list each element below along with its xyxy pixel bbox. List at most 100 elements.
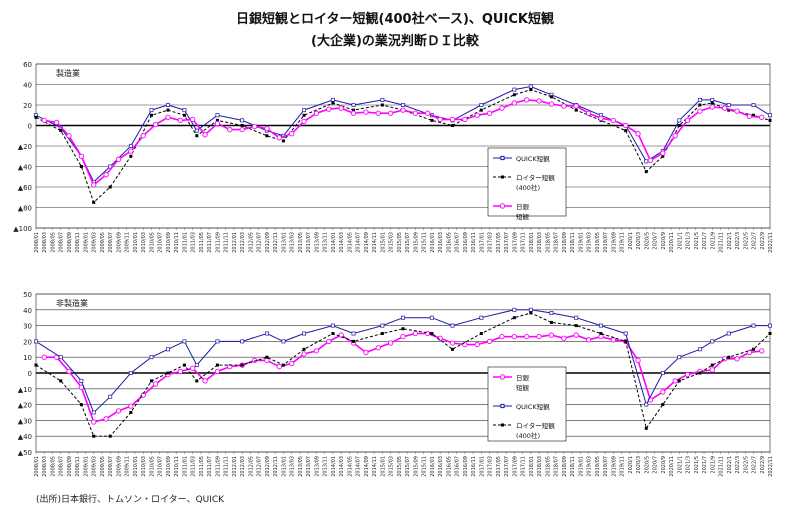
x-tick-label: 2009/01 [83, 232, 89, 253]
y-tick-label: ▲40 [18, 433, 32, 441]
x-tick-label: 2016/01 [430, 456, 436, 477]
legend-label: 日銀 [516, 373, 530, 382]
data-point [375, 345, 381, 351]
data-point [330, 323, 335, 328]
data-point [380, 97, 385, 102]
data-point [289, 131, 295, 137]
data-point [330, 97, 335, 102]
data-point [710, 339, 715, 344]
data-point [265, 134, 269, 138]
data-point [734, 356, 740, 362]
data-point [352, 108, 356, 112]
data-point [511, 334, 517, 340]
legend-marker [501, 423, 504, 427]
data-point [400, 107, 406, 113]
data-point [177, 368, 183, 375]
x-tick-label: 2015/05 [397, 456, 403, 477]
x-tick-label: 2009/07 [108, 232, 114, 253]
data-point [624, 129, 628, 133]
x-tick-label: 2018/09 [562, 456, 568, 477]
x-tick-label: 2015/03 [389, 232, 395, 253]
x-tick-label: 2012/09 [265, 232, 271, 253]
data-point [660, 150, 666, 156]
x-tick-label: 2009/07 [108, 456, 114, 477]
data-point [561, 103, 567, 109]
data-point [91, 419, 97, 425]
data-point [759, 348, 765, 354]
data-point [182, 363, 186, 367]
data-point [644, 159, 649, 164]
x-tick-label: 2014/11 [372, 232, 378, 253]
data-point [103, 416, 109, 422]
legend-label: QUICK短観 [516, 154, 550, 163]
x-tick-label: 2019/07 [603, 232, 609, 253]
data-point [129, 411, 133, 414]
x-tick-label: 2021/9 [710, 232, 716, 250]
x-tick-label: 2018/11 [570, 456, 576, 477]
x-tick-label: 2016/05 [446, 456, 452, 477]
x-tick-label: 2021/1 [677, 456, 683, 474]
data-point [194, 128, 199, 133]
data-point [264, 331, 269, 336]
x-tick-label: 2017/05 [496, 232, 502, 253]
data-point [166, 108, 170, 112]
y-tick-label: ▲100 [13, 225, 32, 233]
data-point [338, 332, 344, 338]
x-tick-label: 2022/7 [752, 456, 758, 474]
x-tick-label: 2016/07 [455, 456, 461, 477]
data-point [34, 339, 38, 344]
legend-label: QUICK短観 [516, 402, 550, 411]
data-point [585, 337, 592, 343]
data-point [450, 124, 454, 127]
y-tick-label: 0 [28, 370, 32, 378]
x-tick-label: 2015/03 [389, 456, 395, 477]
x-tick-label: 2019/03 [587, 232, 593, 253]
y-tick-label: 50 [23, 291, 32, 299]
x-tick-label: 2009/03 [92, 456, 98, 477]
data-point [302, 108, 306, 113]
data-point [499, 105, 505, 111]
x-tick-label: 2016/01 [430, 232, 436, 253]
data-point [276, 135, 282, 141]
data-point [380, 323, 385, 328]
x-tick-label: 2022/1 [727, 456, 733, 474]
x-tick-label: 2020/3 [636, 232, 642, 250]
data-point [375, 110, 381, 116]
data-point [549, 320, 553, 324]
x-tick-label: 2011/09 [215, 456, 221, 477]
x-tick-label: 2014/05 [347, 456, 353, 477]
data-point [479, 108, 483, 112]
series-reuters [34, 88, 772, 204]
x-tick-label: 2009/09 [116, 456, 122, 477]
x-tick-label: 2014/07 [356, 232, 362, 253]
x-tick-label: 2013/11 [323, 232, 329, 253]
x-tick-label: 2013/01 [281, 232, 287, 253]
data-point [499, 334, 505, 340]
data-point [190, 365, 196, 371]
x-tick-label: 2021/11 [719, 232, 725, 253]
data-point [635, 357, 641, 364]
x-tick-label: 2011/01 [182, 232, 188, 253]
legend-marker [499, 203, 506, 209]
panel-label: 製造業 [56, 68, 80, 78]
data-point [734, 108, 740, 114]
x-tick-label: 2016/03 [438, 232, 444, 253]
data-point [512, 316, 516, 320]
data-point [78, 153, 85, 159]
data-point [108, 434, 112, 438]
y-tick-label: 40 [23, 307, 32, 315]
x-tick-label: 2010/01 [133, 232, 139, 253]
x-tick-label: 2019/01 [578, 456, 584, 477]
x-tick-label: 2020/5 [644, 456, 650, 474]
x-tick-label: 2017/03 [488, 232, 494, 253]
x-tick-label: 2021/3 [686, 456, 692, 474]
x-tick-label: 2018/01 [529, 232, 535, 253]
data-point [352, 339, 356, 343]
data-point [644, 426, 648, 430]
legend-label: ロイター短観 [516, 173, 555, 182]
x-tick-label: 2020/7 [653, 456, 659, 474]
x-tick-label: 2015/01 [380, 232, 386, 253]
x-tick-label: 2020/11 [669, 232, 675, 253]
